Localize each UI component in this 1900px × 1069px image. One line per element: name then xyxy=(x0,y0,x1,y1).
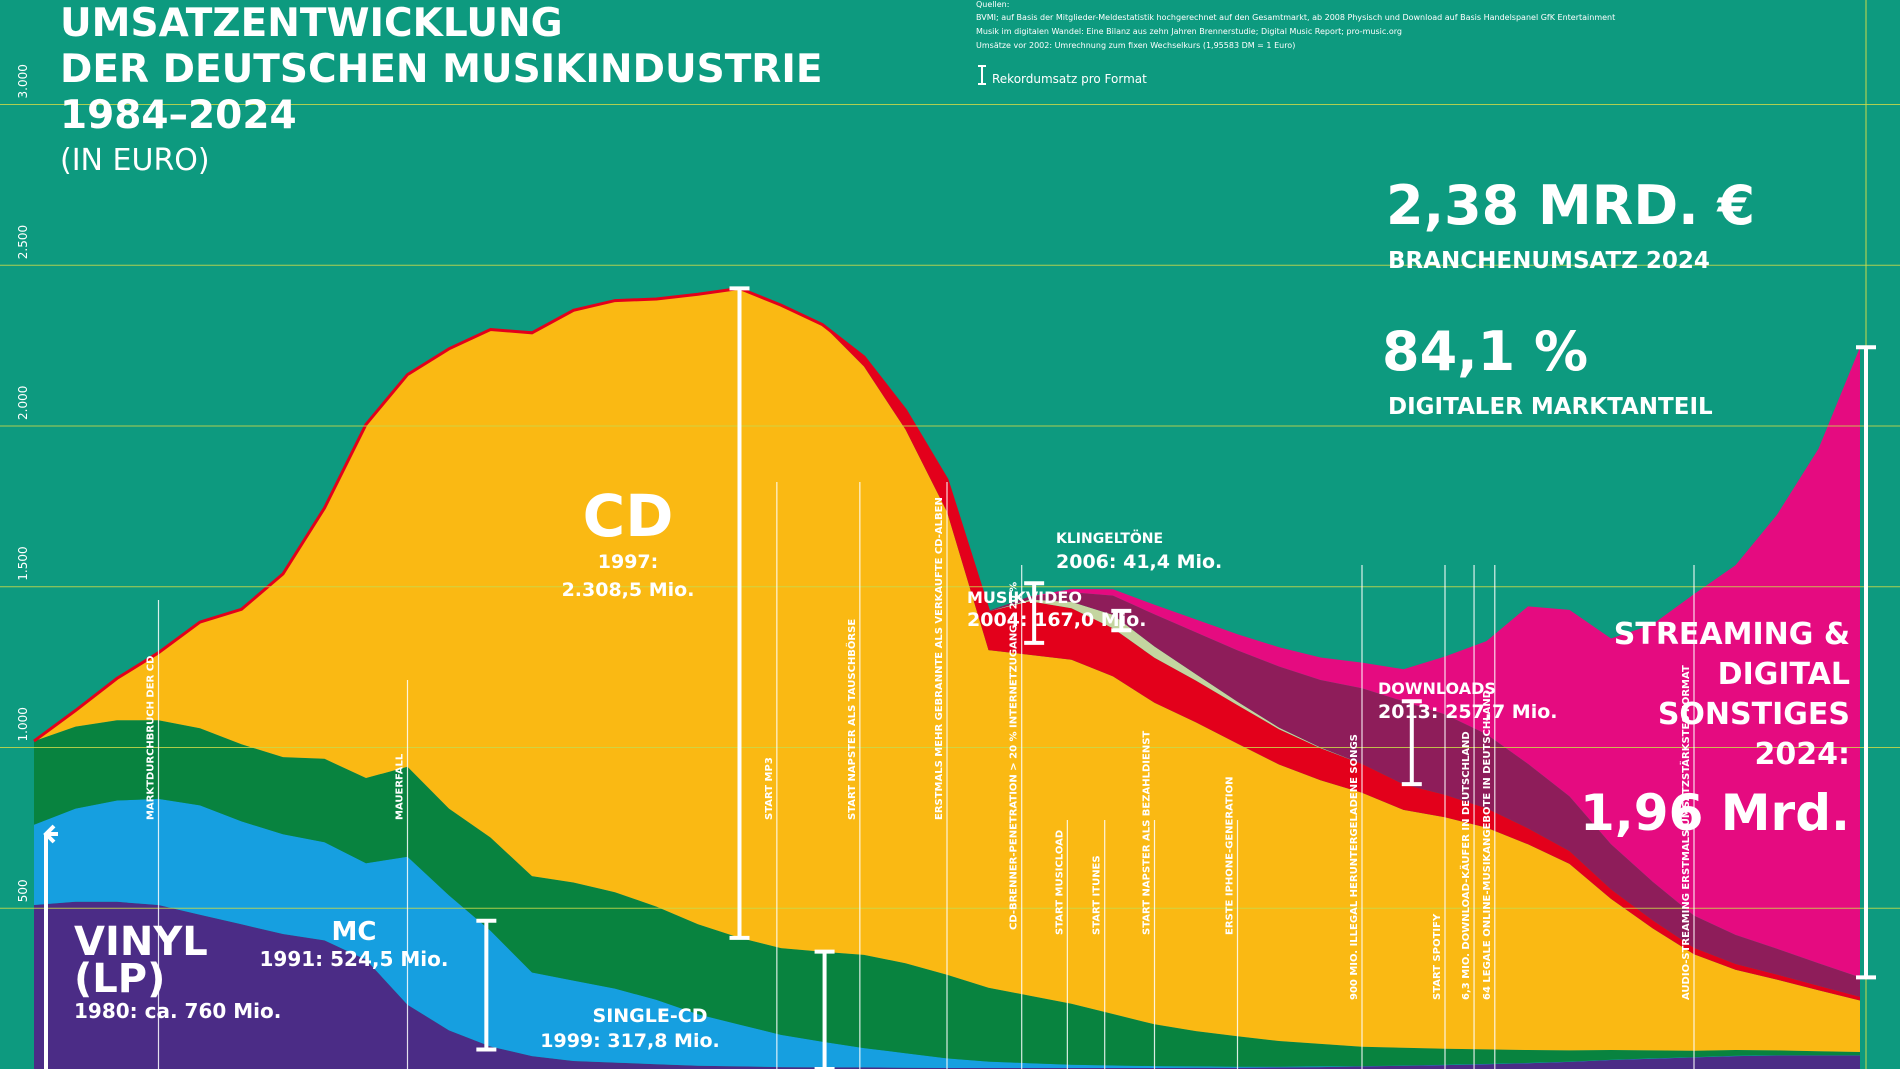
sources-line-4: Umsätze vor 2002: Umrechnung zum fixen W… xyxy=(976,41,1295,50)
y-tick-label: 2.500 xyxy=(16,225,30,259)
mc-label: MC xyxy=(332,917,377,947)
streaming-label-line-3: SONSTIGES xyxy=(1658,697,1850,732)
event-label: START MUSICLOAD xyxy=(1054,830,1065,935)
event-label: START NAPSTER ALS TAUSCHBÖRSE xyxy=(844,619,858,820)
vinyl-record-arrow-head xyxy=(43,824,56,844)
musicvideo-label: MUSIKVIDEO xyxy=(967,588,1082,607)
event-label: ERSTE IPHONE-GENERATION xyxy=(1225,777,1236,935)
sources-line-2: BVMI; auf Basis der Mitglieder-Meldestat… xyxy=(976,13,1615,22)
kpi-digital-share-label: DIGITALER MARKTANTEIL xyxy=(1388,394,1713,420)
mc-detail: 1991: 524,5 Mio. xyxy=(260,947,449,971)
y-axis: 500 1.000 1.500 2.000 2.500 3.000 xyxy=(16,64,30,902)
vinyl-detail: 1980: ca. 760 Mio. xyxy=(74,999,281,1023)
cd-label: CD xyxy=(583,482,674,550)
y-tick-label: 1.500 xyxy=(16,546,30,580)
event-label: 64 LEGALE ONLINE-MUSIKANGEBOTE IN DEUTSC… xyxy=(1482,690,1493,1000)
cd-detail-line-2: 2.308,5 Mio. xyxy=(562,579,695,601)
streaming-detail: 1,96 Mrd. xyxy=(1580,784,1850,842)
event-label: MARKTDURCHBRUCH DER CD xyxy=(146,656,157,820)
kpi-revenue-value: 2,38 MRD. € xyxy=(1386,174,1755,237)
single-cd-label: SINGLE-CD xyxy=(593,1005,708,1027)
kpi-digital-share-value: 84,1 % xyxy=(1382,320,1588,383)
event-label: MAUERFALL xyxy=(395,753,406,820)
y-tick-label: 3.000 xyxy=(16,64,30,98)
sources-block: Quellen: BVMI; auf Basis der Mitglieder-… xyxy=(976,0,1615,86)
record-legend-icon xyxy=(978,65,986,85)
y-tick-label: 500 xyxy=(16,879,30,902)
streaming-label-line-4: 2024: xyxy=(1755,737,1851,772)
downloads-area xyxy=(34,288,1860,997)
musicvideo-detail: 2004: 167,0 Mio. xyxy=(967,609,1147,631)
y-tick-label: 2.000 xyxy=(16,386,30,420)
event-label: 900 MIO. ILLEGAL HERUNTERGELADENE SONGS xyxy=(1349,734,1360,1000)
streaming-label-line-2: DIGITAL xyxy=(1718,657,1850,692)
subtitle: (IN EURO) xyxy=(60,143,210,178)
downloads-detail: 2013: 257,7 Mio. xyxy=(1378,701,1558,723)
event-label: AUDIO-STREAMING ERSTMALS UMSATZSTÄRKSTES… xyxy=(1678,665,1692,1000)
series-labels: VINYL (LP) 1980: ca. 760 Mio. MC 1991: 5… xyxy=(74,482,1850,1052)
event-label: START ITUNES xyxy=(1092,855,1103,935)
title-line-3: 1984–2024 xyxy=(60,93,297,138)
event-label: START NAPSTER ALS BEZAHLDIENST xyxy=(1142,731,1153,935)
top-edge-accent xyxy=(33,286,990,743)
y-tick-label: 1.000 xyxy=(16,707,30,741)
event-label: START SPOTIFY xyxy=(1432,913,1443,1000)
vinyl-area xyxy=(34,901,1860,1069)
event-label: START MP3 xyxy=(764,757,775,820)
mc-area xyxy=(34,798,1860,1068)
event-timeline-markers: MARKTDURCHBRUCH DER CD MAUERFALL START MP3… xyxy=(146,482,1695,1069)
downloads-label: DOWNLOADS xyxy=(1378,679,1496,698)
sources-line-3: Musik im digitalen Wandel: Eine Bilanz a… xyxy=(976,27,1402,36)
vinyl-label-line-1: VINYL xyxy=(74,919,208,965)
kpi-block: 2,38 MRD. € BRANCHENUMSATZ 2024 84,1 % D… xyxy=(1382,174,1755,420)
title-line-1: UMSATZENTWICKLUNG xyxy=(60,1,563,46)
record-legend-label: Rekordumsatz pro Format xyxy=(992,72,1147,86)
vinyl-label-line-2: (LP) xyxy=(74,956,165,1002)
kpi-revenue-label: BRANCHENUMSATZ 2024 xyxy=(1388,248,1710,274)
event-label: ERSTMALS MEHR GEBRANNTE ALS VERKAUFTE CD… xyxy=(934,497,945,820)
single-cd-detail: 1999: 317,8 Mio. xyxy=(540,1030,720,1052)
sources-line-1: Quellen: xyxy=(976,0,1009,9)
event-label: CD-BRENNER-PENETRATION > 20 % INTERNETZU… xyxy=(1009,582,1020,930)
streaming-label-line-1: STREAMING & xyxy=(1614,617,1850,652)
ringtones-label: KLINGELTÖNE xyxy=(1056,529,1163,547)
ringtones-detail: 2006: 41,4 Mio. xyxy=(1056,551,1222,573)
record-markers xyxy=(43,286,1876,1069)
event-label: 6,3 MIO. DOWNLOAD-KÄUFER IN DEUTSCHLAND xyxy=(1458,731,1472,1000)
title-line-2: DER DEUTSCHEN MUSIKINDUSTRIE xyxy=(60,47,822,92)
cd-detail-line-1: 1997: xyxy=(598,551,658,573)
header: UMSATZENTWICKLUNG DER DEUTSCHEN MUSIKIND… xyxy=(60,1,822,178)
